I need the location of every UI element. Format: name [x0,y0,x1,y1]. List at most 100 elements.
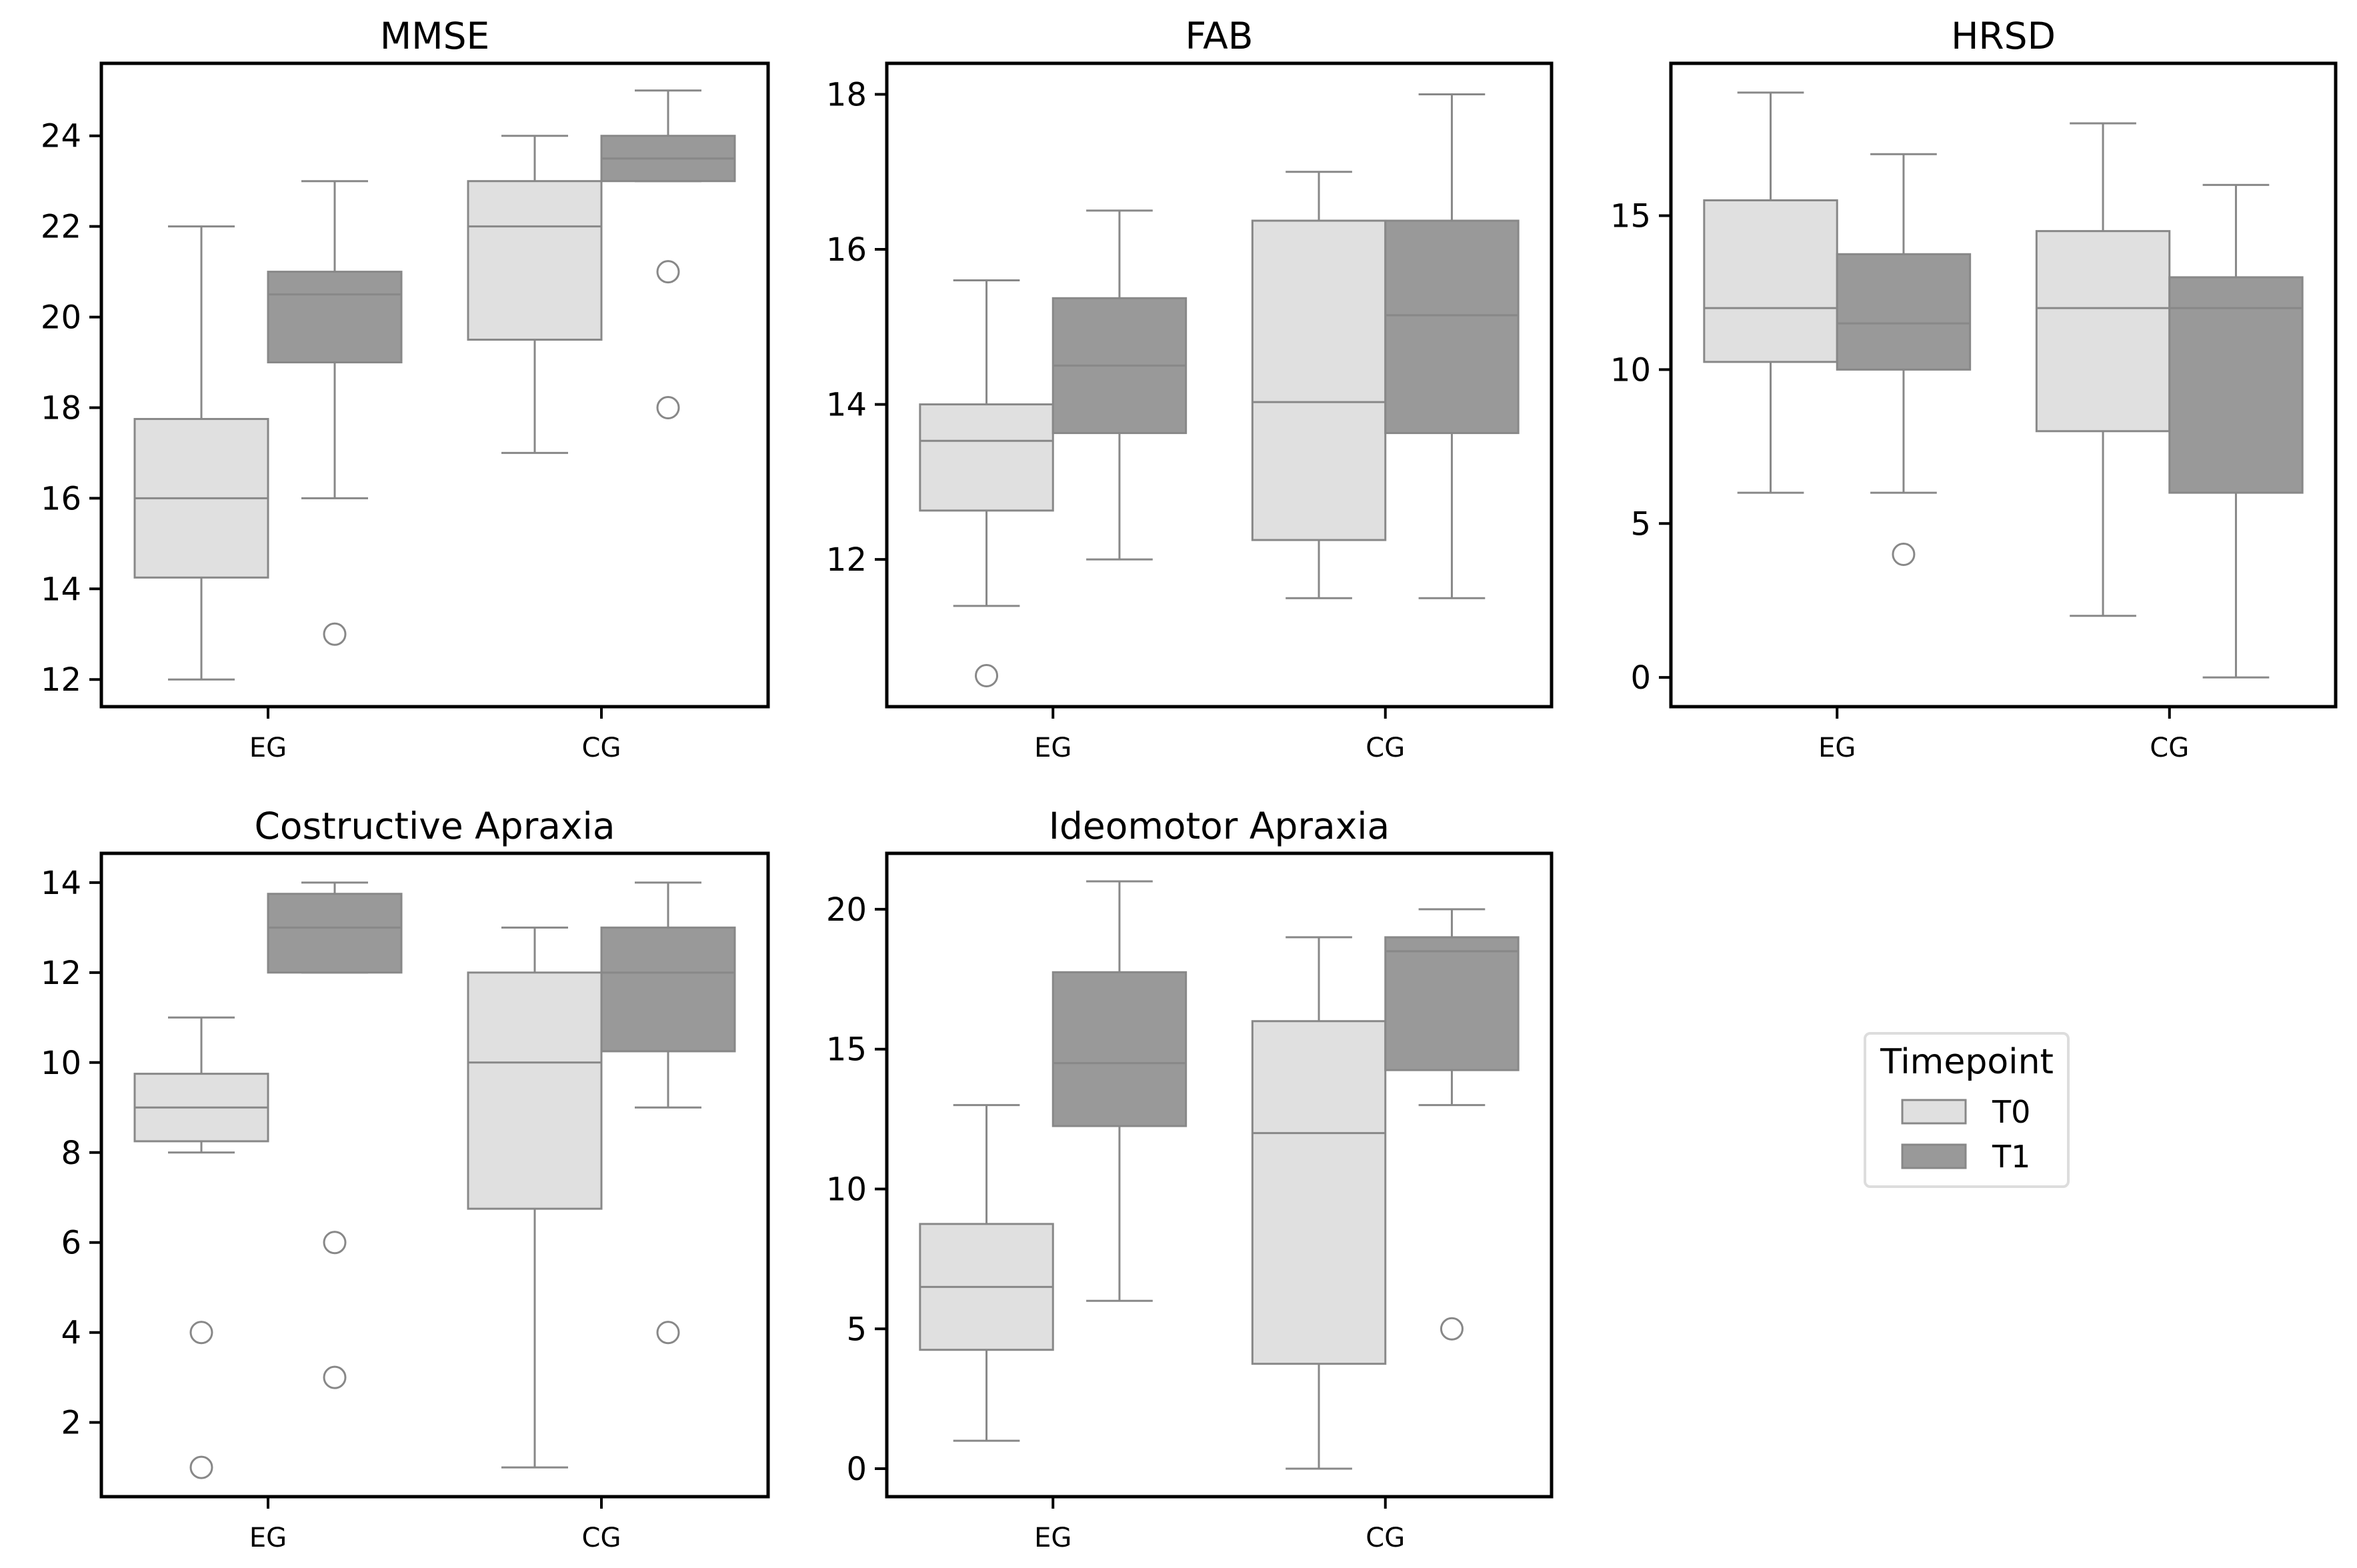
panel-title-ideomotor-apraxia: Ideomotor Apraxia [1049,805,1390,847]
ytick-label: 16 [826,231,867,269]
ytick-label: 4 [61,1315,81,1352]
box-body [267,893,403,974]
ytick-label: 14 [41,571,81,608]
box-hrsd-eg-t1 [1836,153,1972,566]
ytick-label: 0 [846,1451,867,1488]
box-body [1384,219,1520,435]
box-mmse-eg-t0 [133,225,269,681]
ytick-label: 14 [41,865,81,902]
outlier-point [1892,542,1916,566]
xtick-label-cg: CG [1366,1523,1405,1553]
panel-fab: FAB 12 14 16 18 EG CG [826,15,1554,763]
box-costructive-apraxia-eg-t0 [133,1016,269,1479]
xtick-label-cg: CG [582,1523,621,1553]
outlier-point [189,1455,213,1479]
box-ideomotor-apraxia-cg-t1 [1384,908,1520,1341]
ytick-label: 15 [1610,198,1651,235]
box-hrsd-cg-t0 [2035,122,2171,617]
box-body [2035,230,2171,433]
xtick-label-cg: CG [582,733,621,763]
box-fab-eg-t1 [1051,209,1188,561]
xtick-label-cg: CG [2150,733,2189,763]
ytick-label: 24 [41,118,81,155]
xtick-label-eg: EG [1034,1523,1071,1553]
box-body [1251,219,1387,541]
legend-label-t1: T1 [1992,1139,2030,1175]
panel-mmse: MMSE 12 14 16 18 20 22 24 EG CG [41,15,770,763]
ytick-label: 12 [41,661,81,699]
ytick-label: 12 [826,541,867,579]
axes-frame [885,61,1554,709]
legend-swatch-t0 [1901,1099,1967,1125]
outlier-point [656,1321,680,1345]
axes-frame [1669,61,2338,709]
axes-frame [885,851,1554,1499]
panel-title-fab: FAB [1186,15,1254,57]
outlier-point [656,260,680,284]
outlier-point [975,663,999,687]
box-costructive-apraxia-eg-t1 [267,881,403,1389]
box-body [2168,276,2304,494]
box-fab-cg-t0 [1251,171,1387,599]
ytick-label: 8 [61,1135,81,1172]
box-ideomotor-apraxia-eg-t0 [919,1104,1054,1442]
ytick-label: 20 [41,299,81,337]
panel-title-costructive-apraxia: Costructive Apraxia [254,805,615,847]
ytick-label: 18 [41,389,81,427]
box-mmse-eg-t1 [267,180,403,646]
ytick-label: 14 [826,387,867,424]
panel-costructive-apraxia: Costructive Apraxia 2 4 6 8 10 12 14 EG CG [41,805,770,1553]
legend-title: Timepoint [1880,1042,2054,1082]
outlier-point [189,1321,213,1345]
xtick-label-cg: CG [1366,733,1405,763]
box-body [1384,936,1520,1071]
box-fab-cg-t1 [1384,93,1520,599]
axes-frame [99,851,770,1499]
axes-frame [99,61,770,709]
ytick-label: 16 [41,480,81,517]
box-ideomotor-apraxia-cg-t0 [1251,936,1387,1470]
box-body [1836,253,1972,371]
box-body [600,926,736,1053]
ytick-label: 18 [826,77,867,114]
box-costructive-apraxia-cg-t0 [467,926,603,1469]
ytick-label: 20 [826,891,867,929]
outlier-point [1440,1317,1464,1341]
xtick-label-eg: EG [249,733,287,763]
ytick-label: 22 [41,209,81,246]
panel-ideomotor-apraxia: Ideomotor Apraxia 0 5 10 15 20 EG CG [826,805,1554,1553]
panel-title-mmse: MMSE [380,15,490,57]
box-body [919,403,1054,512]
box-body [267,271,403,364]
xtick-label-eg: EG [1034,733,1071,763]
box-body [1051,971,1188,1127]
xtick-label-eg: EG [1818,733,1856,763]
xtick-label-eg: EG [249,1523,287,1553]
box-body [1251,1020,1387,1365]
box-ideomotor-apraxia-eg-t1 [1051,880,1188,1302]
ytick-label: 0 [1630,659,1651,697]
box-body [467,180,603,341]
ytick-label: 10 [1610,351,1651,389]
legend: Timepoint T0 T1 [1864,1032,2070,1188]
panel-hrsd: HRSD 0 5 10 15 EG CG [1610,15,2338,763]
ytick-label: 15 [826,1031,867,1069]
box-mmse-cg-t1 [600,89,736,419]
box-body [1703,199,1838,363]
box-hrsd-cg-t1 [2168,183,2304,679]
outlier-point [323,1231,347,1255]
ytick-label: 2 [61,1405,81,1442]
ytick-label: 5 [1630,505,1651,543]
box-mmse-cg-t0 [467,135,603,454]
ytick-label: 6 [61,1225,81,1262]
ytick-label: 5 [846,1311,867,1348]
panel-title-hrsd: HRSD [1951,15,2056,57]
outlier-point [323,622,347,646]
box-hrsd-eg-t0 [1703,91,1838,494]
ytick-label: 12 [41,955,81,992]
legend-label-t0: T0 [1992,1094,2030,1130]
legend-swatch-t1 [1901,1143,1967,1169]
ytick-label: 10 [826,1171,867,1208]
box-costructive-apraxia-cg-t1 [600,881,736,1345]
